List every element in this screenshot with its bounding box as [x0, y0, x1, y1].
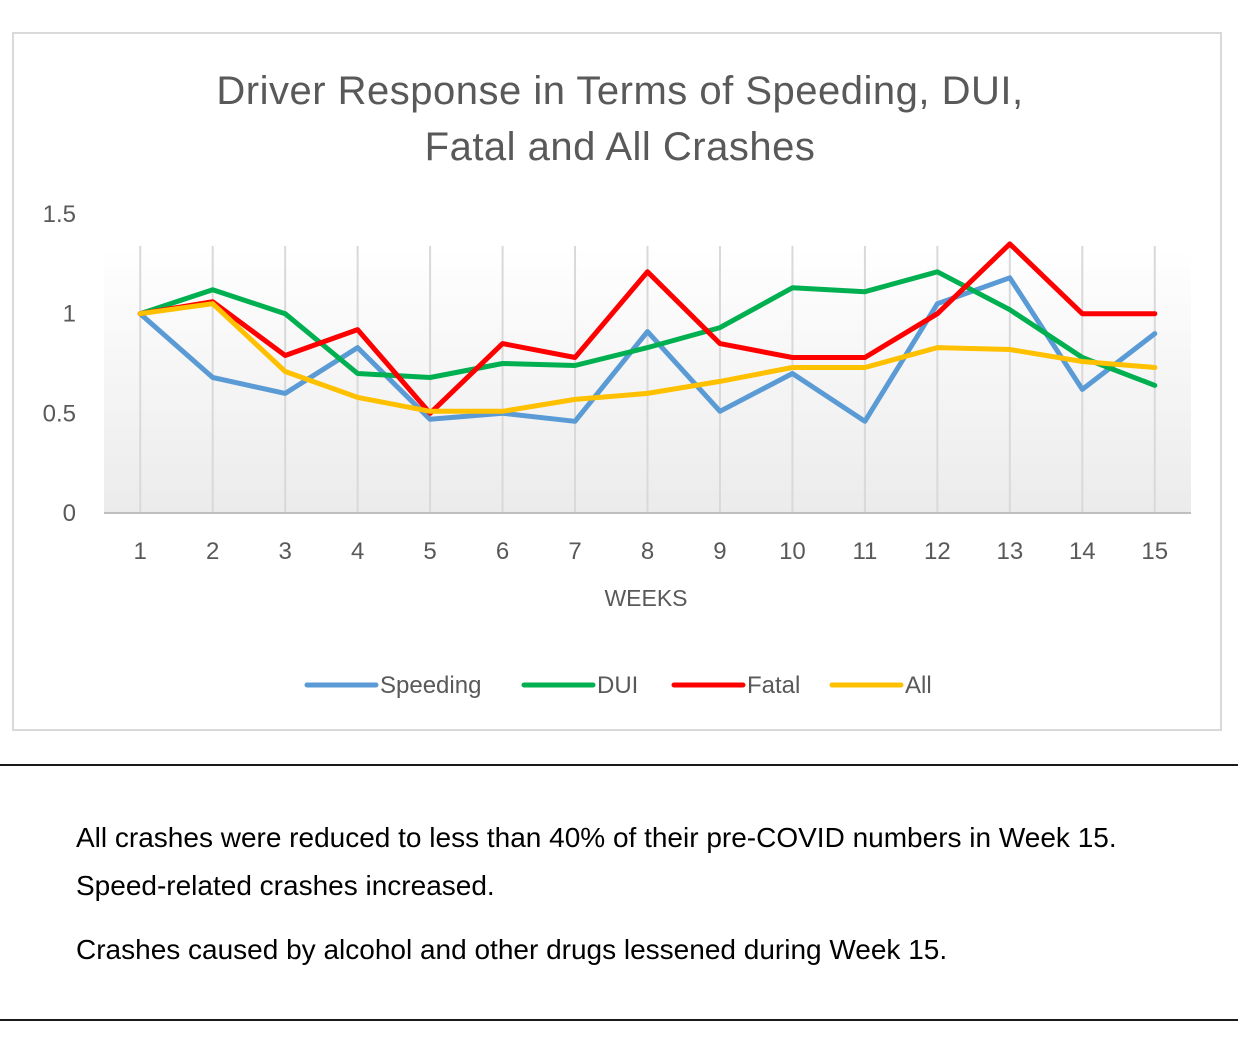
series-line-fatal [137, 241, 1158, 416]
x-tick-label: 8 [641, 538, 654, 565]
series-line-dui [137, 269, 1158, 388]
y-tick-label: 1.5 [43, 201, 76, 228]
x-tick-label: 15 [1141, 538, 1168, 565]
x-tick-label: 2 [206, 538, 219, 565]
x-tick-label: 10 [779, 538, 806, 565]
bottom-divider [0, 1019, 1238, 1021]
x-tick-label: 1 [134, 538, 147, 565]
note-paragraph-2: Crashes caused by alcohol and other drug… [76, 934, 948, 965]
x-tick-label: 11 [852, 538, 877, 565]
y-axis-ticks: 0 0.5 1 1.5 [43, 201, 76, 527]
legend-label-all: All [905, 672, 932, 699]
legend-label-speeding: Speeding [380, 672, 481, 699]
legend-label-fatal: Fatal [747, 672, 800, 699]
chart-frame: Driver Response in Terms of Speeding, DU… [12, 32, 1222, 731]
x-tick-label: 5 [423, 538, 436, 565]
x-tick-label: 7 [568, 538, 581, 565]
x-tick-label: 12 [924, 538, 951, 565]
series-lines [137, 241, 1158, 424]
x-tick-label: 3 [278, 538, 291, 565]
chart-title-line-2: Fatal and All Crashes [425, 125, 816, 169]
x-tick-label: 9 [713, 538, 726, 565]
chart-title-line-1: Driver Response in Terms of Speeding, DU… [216, 69, 1023, 113]
x-axis-ticks: 1 2 3 4 5 6 7 8 9 10 11 12 13 14 15 [134, 538, 1169, 565]
x-tick-label: 4 [351, 538, 364, 565]
x-tick-label: 13 [996, 538, 1023, 565]
x-tick-label: 14 [1069, 538, 1096, 565]
legend-label-dui: DUI [597, 672, 638, 699]
top-divider [0, 764, 1238, 766]
gridlines [104, 246, 1191, 514]
series-line-all [137, 301, 1158, 414]
y-tick-label: 0 [63, 500, 76, 527]
y-tick-label: 1 [63, 301, 76, 328]
x-tick-label: 6 [496, 538, 509, 565]
note-paragraph-1: All crashes were reduced to less than 40… [76, 822, 1117, 901]
line-chart: Driver Response in Terms of Speeding, DU… [43, 69, 1191, 699]
x-axis-title: WEEKS [604, 585, 687, 611]
legend: Speeding DUI Fatal All [304, 672, 932, 699]
y-tick-label: 0.5 [43, 400, 76, 427]
